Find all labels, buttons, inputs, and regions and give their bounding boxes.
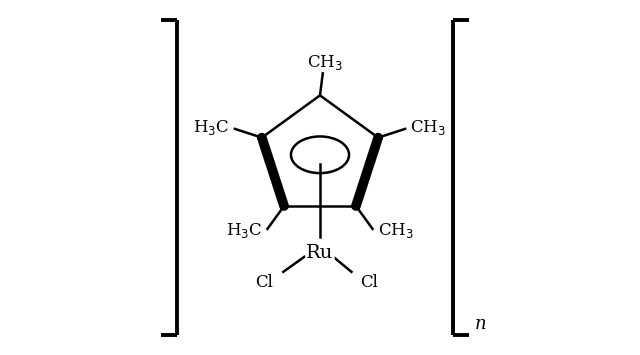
Text: CH$_3$: CH$_3$ <box>307 53 342 72</box>
Text: Cl: Cl <box>255 274 273 291</box>
Text: n: n <box>475 315 486 333</box>
Text: Ru: Ru <box>307 244 333 262</box>
Text: H$_3$C: H$_3$C <box>226 221 262 240</box>
Text: CH$_3$: CH$_3$ <box>378 221 413 240</box>
Text: H$_3$C: H$_3$C <box>193 118 230 137</box>
Text: Cl: Cl <box>360 274 378 291</box>
Text: CH$_3$: CH$_3$ <box>410 118 446 137</box>
